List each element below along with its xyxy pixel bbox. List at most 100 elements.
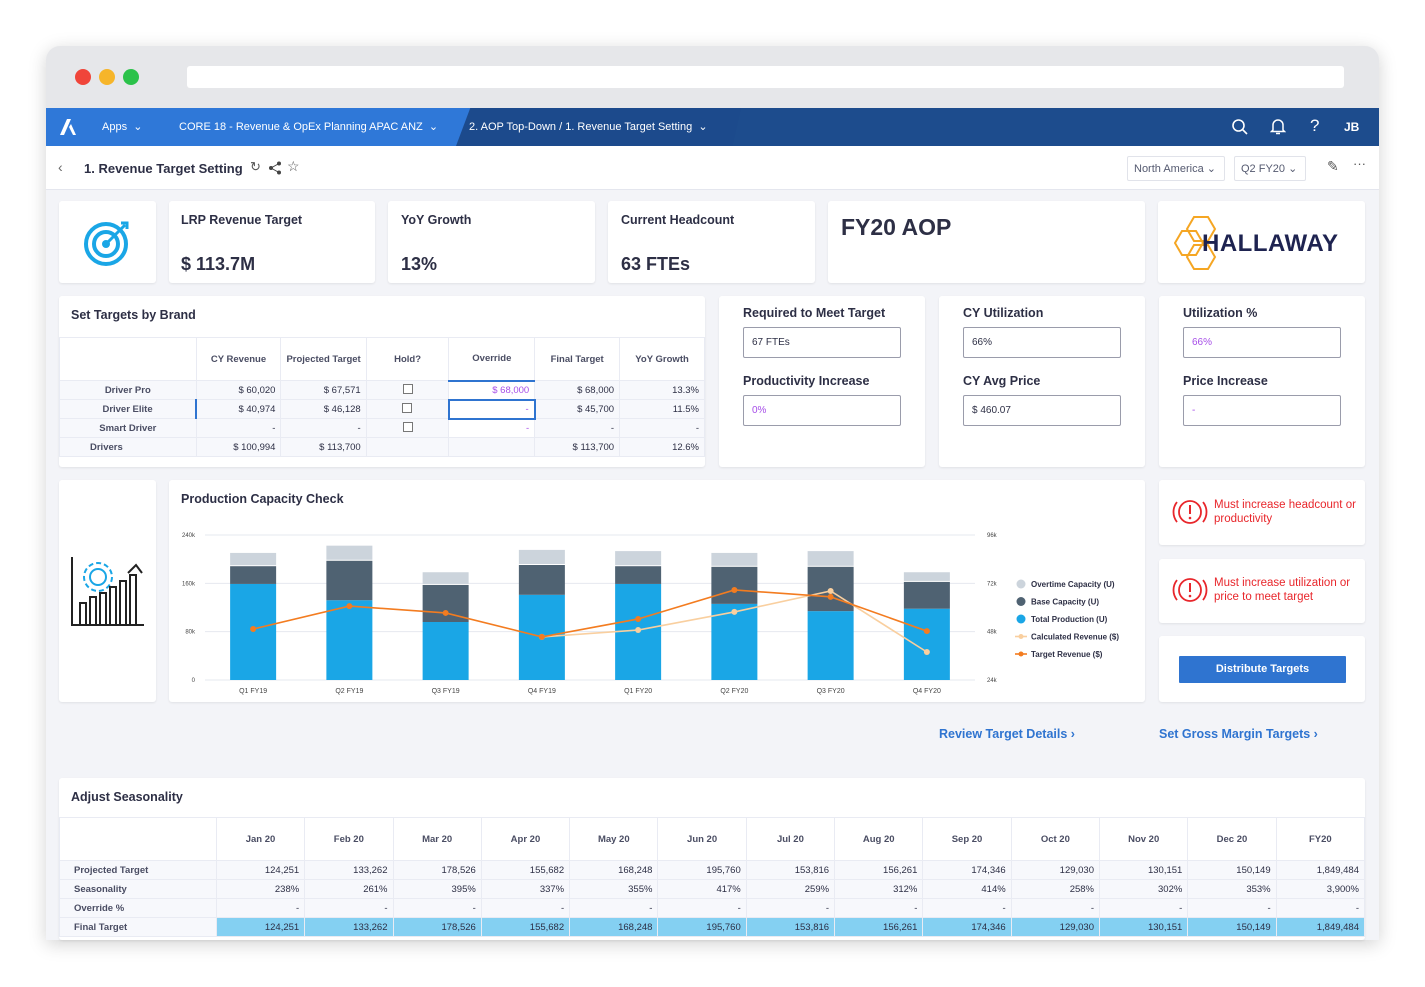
value-cell: 133,262 [304, 860, 394, 880]
required-fte-field: 67 FTEs [743, 327, 901, 358]
override-percent-input[interactable]: - [215, 898, 306, 918]
favorite-star-icon[interactable]: ☆ [287, 158, 300, 174]
alert-utilization: Must increase utilization or price to me… [1159, 559, 1365, 623]
price-increase-label: Price Increase [1183, 374, 1268, 388]
region-dropdown[interactable]: North America ⌄ [1127, 156, 1225, 181]
back-icon[interactable]: ‹ [58, 159, 63, 175]
value-cell: 417% [657, 879, 747, 899]
refresh-icon[interactable]: ↻ [250, 159, 261, 174]
value-cell: 155,682 [480, 860, 571, 880]
table-row: Override % - - - - - - - - - - - - - [59, 898, 1365, 918]
hold-checkbox[interactable] [402, 402, 413, 413]
legend-swatch [1018, 634, 1024, 639]
value-cell: 258% [1010, 879, 1101, 899]
share-icon[interactable] [268, 161, 282, 175]
override-percent-input[interactable]: - [657, 898, 747, 918]
col-yoy-growth: YoY Growth [619, 337, 705, 381]
headcount-fields-card: Required to Meet Target 67 FTEs Producti… [719, 296, 925, 467]
close-window-dot[interactable] [75, 69, 91, 85]
minimize-window-dot[interactable] [99, 69, 115, 85]
productivity-input[interactable]: 0% [743, 395, 901, 426]
override-percent-input[interactable]: - [304, 898, 394, 918]
hallaway-logo-text: HALLAWAY [1202, 230, 1339, 257]
utilization-input[interactable]: 66% [1183, 327, 1341, 358]
override-percent-input[interactable]: - [1098, 898, 1189, 918]
legend-item: Overtime Capacity (U) [1031, 580, 1115, 589]
value-cell: 153,816 [745, 860, 836, 880]
override-input[interactable]: - [447, 398, 536, 420]
target-icon-card [59, 201, 156, 283]
override-percent-input[interactable]: - [1010, 898, 1101, 918]
bar-base [326, 560, 373, 601]
override-percent-input[interactable]: - [834, 898, 924, 918]
x-axis-label: Q4 FY19 [528, 688, 556, 695]
month-header: Nov 20 [1098, 817, 1189, 861]
hold-checkbox[interactable] [402, 383, 413, 394]
cy-revenue-cell: - [195, 418, 282, 438]
col-override: Override [448, 337, 536, 382]
yoy-growth-cell: 12.6% [619, 437, 705, 457]
bar-base [518, 565, 565, 595]
value-cell: 133,262 [304, 917, 394, 937]
override-input[interactable]: $ 68,000 [448, 380, 536, 400]
row-label: Driver Elite [59, 399, 198, 419]
value-cell: 168,248 [569, 917, 659, 937]
review-target-details-link[interactable]: Review Target Details › [939, 727, 1075, 741]
override-percent-input[interactable]: - [1275, 898, 1365, 918]
value-cell: 3,900% [1275, 879, 1365, 899]
x-axis-label: Q4 FY20 [913, 688, 941, 695]
price-increase-input[interactable]: - [1183, 395, 1341, 426]
yoy-label: YoY Growth [401, 213, 472, 227]
help-icon[interactable]: ? [1310, 116, 1320, 135]
more-options-icon[interactable]: ··· [1353, 156, 1366, 171]
override-percent-input[interactable]: - [745, 898, 836, 918]
bell-icon[interactable] [1270, 117, 1286, 136]
month-header: Oct 20 [1010, 817, 1101, 861]
search-icon[interactable] [1231, 118, 1249, 136]
line-point [923, 628, 930, 635]
yoy-value: 13% [401, 254, 438, 274]
override-percent-input[interactable]: - [569, 898, 659, 918]
seasonality-title: Adjust Seasonality [71, 790, 183, 804]
legend-item: Total Production (U) [1031, 615, 1108, 624]
override-percent-input[interactable]: - [922, 898, 1012, 918]
period-dropdown[interactable]: Q2 FY20 ⌄ [1234, 156, 1306, 181]
set-gross-margin-link[interactable]: Set Gross Margin Targets › [1159, 727, 1318, 741]
maximize-window-dot[interactable] [123, 69, 139, 85]
override-input[interactable]: - [448, 418, 536, 438]
user-avatar[interactable]: JB [1344, 120, 1360, 134]
page-menu[interactable]: 2. AOP Top-Down / 1. Revenue Target Sett… [469, 121, 708, 133]
override-percent-input[interactable]: - [1187, 898, 1277, 918]
left-axis-tick: 240k [182, 533, 196, 539]
line-point [827, 593, 834, 600]
chart-title: Production Capacity Check [181, 492, 344, 506]
yoy-growth-cell: 11.5% [619, 399, 705, 419]
headcount-label: Current Headcount [621, 213, 735, 227]
override-percent-input[interactable]: - [392, 898, 482, 918]
value-cell: 130,151 [1098, 860, 1189, 880]
cy-revenue-cell: $ 60,020 [195, 380, 282, 400]
hold-checkbox[interactable] [402, 421, 413, 432]
cy-revenue-cell: $ 40,974 [195, 399, 282, 419]
apps-menu[interactable]: Apps ⌄ [102, 121, 143, 133]
browser-chrome [46, 46, 1379, 108]
month-header: FY20 [1275, 817, 1365, 861]
model-menu[interactable]: CORE 18 - Revenue & OpEx Planning APAC A… [179, 121, 439, 133]
anaplan-logo-icon[interactable] [58, 118, 78, 136]
value-cell: 124,251 [215, 917, 306, 937]
override-percent-input[interactable]: - [480, 898, 571, 918]
month-header: Aug 20 [834, 817, 924, 861]
value-cell: 259% [745, 879, 836, 899]
row-label: Driver Pro [59, 380, 197, 400]
distribute-targets-button[interactable]: Distribute Targets [1179, 656, 1346, 683]
table-row: Driver Elite $ 40,974 $ 46,128 - $ 45,70… [59, 398, 705, 420]
aop-title: FY20 AOP [841, 214, 952, 240]
legend-swatch [1016, 597, 1026, 606]
hallaway-hexagon-logo [1174, 216, 1217, 270]
edit-pencil-icon[interactable]: ✎ [1327, 158, 1339, 174]
value-cell: 337% [480, 879, 571, 899]
value-cell: 395% [392, 879, 482, 899]
left-axis-tick: 160k [182, 581, 196, 587]
address-bar[interactable] [187, 66, 1344, 88]
legend-item: Calculated Revenue ($) [1031, 633, 1119, 642]
